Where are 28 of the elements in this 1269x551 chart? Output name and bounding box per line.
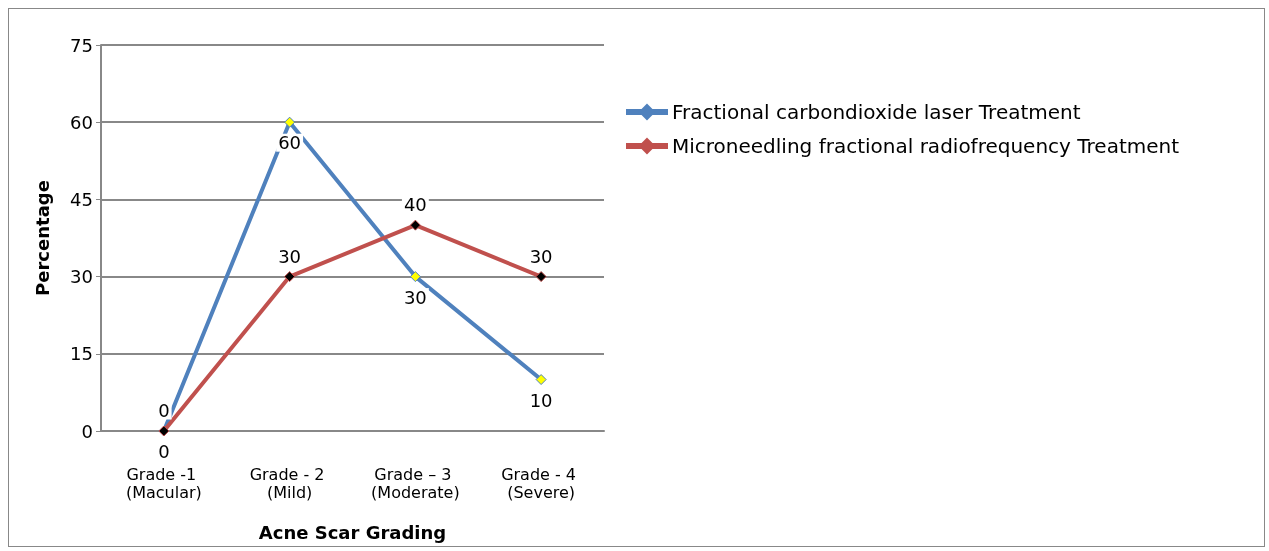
data-label: 0 — [158, 441, 170, 462]
y-tick-label: 60 — [70, 111, 93, 133]
legend-label: Fractional carbondioxide laser Treatment — [672, 100, 1081, 124]
data-label: 0 — [158, 400, 170, 421]
y-tick-label: 0 — [81, 420, 93, 442]
x-tick-label: Grade - 2 (Mild) — [249, 464, 330, 502]
x-tick-label: Grade - 4 (Severe) — [501, 464, 582, 502]
point — [284, 116, 296, 128]
point — [535, 374, 547, 386]
point — [409, 271, 421, 283]
y-axis-title: Percentage — [31, 180, 53, 296]
data-label: 30 — [278, 245, 302, 267]
point — [284, 271, 296, 283]
y-tick-label: 15 — [70, 343, 93, 365]
point — [535, 271, 547, 283]
data-label: 40 — [403, 194, 427, 216]
y-tick-label: 75 — [70, 34, 93, 56]
y-tick-label: 45 — [70, 188, 93, 210]
data-label: 30 — [529, 245, 553, 267]
y-tick-label: 30 — [70, 266, 93, 288]
x-tick-label: Grade – 3 (Moderate) — [371, 464, 460, 502]
legend-label: Microneedling fractional radiofrequency Treatment — [672, 134, 1180, 158]
data-label: 10 — [529, 389, 553, 411]
data-label: 30 — [403, 286, 427, 308]
point — [409, 219, 421, 231]
data-label: 60 — [278, 132, 302, 154]
x-axis-title: Acne Scar Grading — [258, 521, 447, 543]
x-tick-label: Grade -1 (Macular) — [125, 464, 202, 502]
